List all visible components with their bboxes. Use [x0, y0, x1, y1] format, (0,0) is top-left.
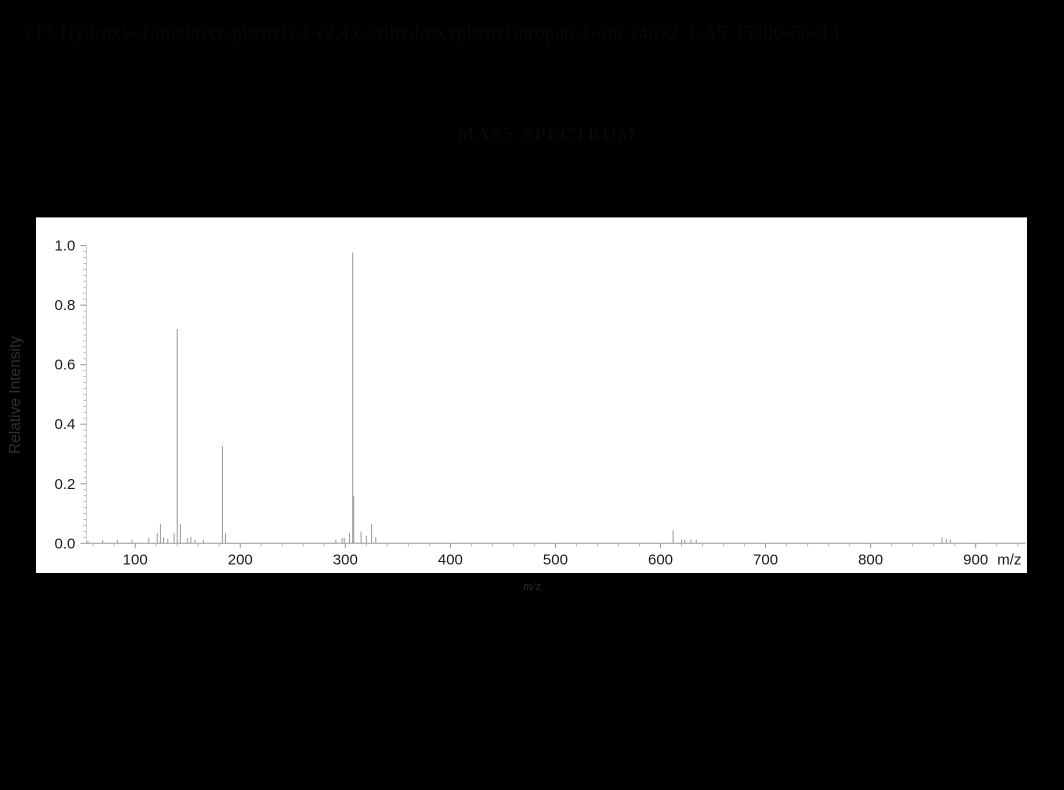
svg-text:1.0: 1.0	[55, 238, 76, 255]
svg-text:600: 600	[648, 551, 673, 568]
svg-text:500: 500	[543, 551, 568, 568]
svg-text:900: 900	[963, 551, 988, 568]
svg-text:100: 100	[123, 551, 148, 568]
svg-text:0.8: 0.8	[55, 297, 76, 314]
svg-text:0.6: 0.6	[55, 357, 76, 374]
svg-text:0.0: 0.0	[55, 535, 76, 552]
svg-text:300: 300	[333, 551, 358, 568]
svg-text:m/z: m/z	[997, 551, 1021, 568]
svg-text:0.4: 0.4	[55, 416, 76, 433]
svg-text:200: 200	[228, 551, 253, 568]
svg-text:800: 800	[858, 551, 883, 568]
svg-text:700: 700	[753, 551, 778, 568]
svg-text:0.2: 0.2	[55, 476, 76, 493]
svg-text:400: 400	[438, 551, 463, 568]
